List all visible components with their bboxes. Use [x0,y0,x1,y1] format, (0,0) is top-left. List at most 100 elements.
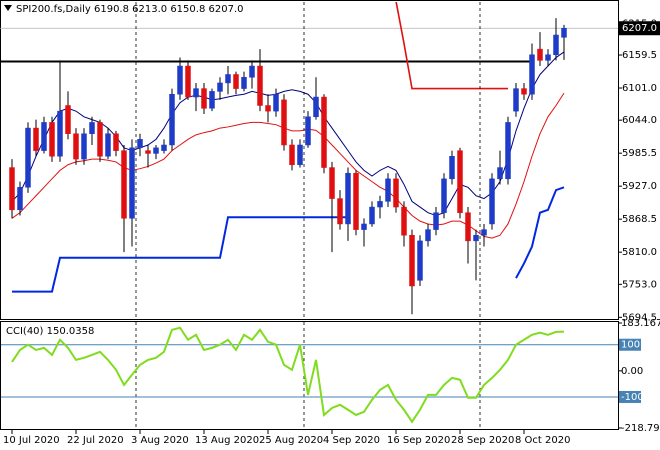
candle-body [505,122,511,180]
y-tick-label: 6101.0 [622,83,657,94]
candle-body [217,82,223,92]
candle-body [169,93,175,146]
level-label-box [619,390,641,403]
x-tick-label: 3 Aug 2020 [131,435,189,446]
candle-body [233,74,239,89]
main-frame [0,0,619,320]
y-tick-label: 0.00 [621,366,643,377]
x-tick-label: 13 Aug 2020 [195,435,259,446]
candle-body [249,65,255,78]
candle-body [257,65,263,106]
x-tick-label: 28 Sep 2020 [451,435,514,446]
candle-body [177,65,183,95]
candle-body [241,77,247,89]
price-label-box [619,21,660,36]
candle-body [425,229,431,242]
candle-body [97,122,103,157]
candle-body [369,206,375,225]
x-tick-label: 10 Jul 2020 [3,435,60,446]
candle-body [385,178,391,202]
chart-header: SPI200.fs,Daily 6190.8 6213.0 6150.8 620… [16,4,243,15]
y-tick-label: -100 [621,392,644,403]
candle-body [105,133,111,157]
candle-body [17,187,23,211]
candle-body [89,122,95,134]
price-label: 6207.0 [622,23,657,34]
candle-body [153,147,159,154]
y-tick-label: 100 [621,340,640,351]
candle-body [465,212,471,242]
y-tick-label: 5694.5 [622,312,657,323]
candle-body [9,167,15,211]
x-tick-label: 8 Oct 2020 [515,435,570,446]
candle-body [313,96,319,118]
candle-body [377,201,383,208]
menu-icon [4,5,12,11]
candle-body [545,54,551,61]
candle-body [345,172,351,225]
candle-body [561,27,567,38]
candle-body [409,234,415,287]
candle-body [41,122,47,151]
candle-body [353,172,359,230]
y-tick-label: 5927.0 [622,181,657,192]
indicator-line [11,51,565,217]
candle-body [361,223,367,230]
indicator-line [11,92,565,239]
candle-body [481,229,487,236]
candle-body [417,240,423,281]
candle-body [433,212,439,230]
candle-body [129,147,135,219]
indicator-line [12,186,565,293]
candle-body [521,88,527,95]
x-tick-label: 22 Jul 2020 [67,435,124,446]
candle-body [185,65,191,98]
candle-body [225,74,231,84]
candle-body [73,133,79,160]
candle-body [49,122,55,157]
candle-body [265,105,271,112]
candle-body [441,178,447,213]
candle-body [297,144,303,165]
candle-body [137,139,143,149]
candle-body [145,150,151,154]
y-tick-label: 5810.0 [622,247,657,258]
level-label-box [619,338,641,351]
candle-body [305,116,311,146]
candle-body [393,178,399,208]
candle-body [65,105,71,134]
cci-line [11,326,565,424]
candle-body [33,127,39,151]
candle-body [457,150,463,213]
candle-body [161,144,167,151]
candle-body [329,167,335,199]
candle-body [513,88,519,112]
x-tick-label: 25 Aug 2020 [259,435,323,446]
candle-body [121,150,127,219]
candle-body [209,91,215,109]
candle-body [57,110,63,157]
candle-body [281,99,287,146]
y-tick-label: 6159.5 [622,50,657,61]
candle-body [449,156,455,180]
x-tick-label: 16 Sep 2020 [387,435,450,446]
candle-body [25,127,31,188]
x-tick-label: 4 Sep 2020 [323,435,380,446]
candle-body [321,96,327,168]
candle-body [489,178,495,225]
candle-body [113,133,119,151]
candle-body [273,93,279,112]
y-tick-label: 5868.5 [622,214,657,225]
main-plot [0,2,618,315]
y-tick-label: -218.799 [621,423,660,434]
candle-body [289,144,295,165]
cci-title: CCI(40) 150.0358 [6,326,94,337]
candle-body [193,88,199,98]
y-tick-label: 5985.5 [622,148,657,159]
candle-body [201,88,207,109]
candle-body [529,54,535,95]
y-tick-label: 183.1673 [621,318,660,329]
candle-body [553,34,559,55]
